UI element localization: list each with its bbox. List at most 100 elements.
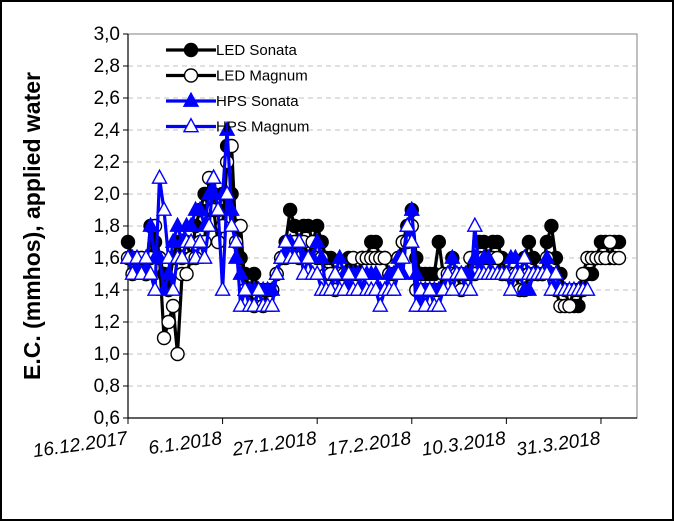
data-point-hps-magnum — [191, 232, 209, 248]
legend-label: HPS Magnum — [216, 119, 309, 136]
data-point-hps-magnum — [300, 248, 317, 264]
x-tick-label: 16.12.2017 — [32, 428, 131, 462]
data-point-hps-sonata — [367, 264, 384, 280]
y-tick-label: 2,8 — [94, 56, 120, 77]
data-point-hps-magnum — [268, 264, 285, 280]
data-point-hps-magnum — [502, 280, 520, 296]
data-point-hps-magnum — [579, 280, 596, 296]
data-point-hps-magnum — [444, 280, 461, 296]
x-tick-label: 17.2.2018 — [326, 428, 413, 461]
data-point-hps-sonata — [182, 216, 200, 232]
legend-entry-led-sonata: LED Sonata — [166, 42, 298, 59]
x-tick-label: 31.3.2018 — [515, 428, 602, 461]
data-point-hps-sonata — [480, 248, 497, 264]
data-point-hps-magnum — [516, 248, 533, 264]
series-hps-magnum — [119, 168, 596, 312]
data-point-hps-magnum — [205, 168, 222, 184]
series-layer — [119, 120, 627, 362]
data-point-hps-magnum — [200, 216, 218, 232]
data-point-led-sonata — [490, 234, 505, 250]
y-axis-label: E.C. (mmhos), applied water — [19, 72, 45, 380]
x-tick-label: 10.3.2018 — [420, 428, 507, 461]
data-point-led-sonata — [521, 234, 537, 250]
data-point-hps-magnum — [250, 280, 267, 296]
data-point-hps-magnum — [340, 264, 357, 280]
y-tick-label: 0,8 — [94, 376, 120, 397]
data-point-led-magnum — [377, 250, 392, 266]
data-point-hps-sonata — [218, 120, 236, 136]
y-tick-label: 2,6 — [94, 88, 120, 109]
legend-marker — [182, 117, 200, 133]
data-point-hps-magnum — [327, 264, 344, 280]
legend: LED Sonata LED Magnum HPS Sonata HPS Magnum — [166, 42, 309, 136]
data-point-hps-sonata — [520, 280, 538, 296]
data-point-hps-magnum — [142, 264, 159, 280]
data-point-led-magnum — [575, 266, 591, 282]
data-point-led-magnum — [611, 250, 627, 266]
y-tick-label: 1,0 — [94, 344, 120, 365]
data-point-hps-magnum — [151, 168, 168, 184]
data-point-led-sonata — [368, 234, 383, 250]
data-point-hps-magnum — [286, 248, 303, 264]
data-point-hps-sonata — [191, 200, 209, 216]
data-point-hps-sonata — [313, 248, 330, 264]
data-point-led-sonata — [431, 234, 447, 250]
data-point-hps-magnum — [218, 184, 236, 200]
data-point-hps-magnum — [394, 248, 411, 264]
data-point-led-magnum — [156, 330, 172, 346]
data-point-hps-sonata — [403, 200, 420, 216]
y-tick-label: 1,4 — [94, 280, 121, 301]
data-point-hps-sonata — [538, 248, 556, 264]
data-point-hps-magnum — [462, 280, 479, 296]
data-point-led-sonata — [309, 218, 325, 234]
y-tick-label: 1,6 — [94, 248, 120, 269]
data-point-hps-magnum — [430, 296, 447, 312]
data-point-led-sonata — [246, 266, 262, 282]
legend-label: LED Sonata — [216, 42, 298, 59]
data-point-hps-magnum — [155, 200, 173, 216]
legend-label: LED Magnum — [216, 68, 308, 85]
x-tick-label: 27.1.2018 — [230, 428, 318, 461]
data-point-hps-magnum — [372, 296, 389, 312]
data-point-hps-magnum — [146, 280, 164, 296]
data-point-hps-magnum — [236, 280, 254, 296]
data-point-led-magnum — [179, 266, 194, 282]
data-point-led-magnum — [562, 298, 577, 314]
legend-label: HPS Sonata — [216, 93, 299, 110]
data-point-hps-sonata — [309, 232, 326, 248]
data-point-hps-magnum — [421, 280, 438, 296]
data-point-hps-magnum — [137, 248, 155, 264]
y-tick-label: 3,0 — [94, 24, 120, 45]
legend-entry-hps-magnum: HPS Magnum — [166, 117, 309, 136]
data-point-led-sonata — [282, 202, 298, 218]
data-point-hps-magnum — [309, 264, 326, 280]
data-point-hps-magnum — [390, 264, 407, 280]
legend-entry-hps-sonata: HPS Sonata — [166, 91, 299, 110]
data-point-hps-sonata — [444, 248, 461, 264]
data-point-hps-magnum — [547, 264, 565, 280]
data-point-hps-magnum — [354, 264, 371, 280]
x-axis: 16.12.2017 6.1.2018 27.1.2018 17.2.2018 10.3… — [32, 417, 637, 462]
data-point-led-magnum — [602, 234, 618, 250]
y-tick-label: 1,8 — [94, 216, 120, 237]
legend-marker — [183, 68, 199, 83]
data-point-hps-magnum — [290, 232, 308, 248]
data-point-hps-magnum — [223, 216, 240, 232]
data-point-hps-sonata — [142, 216, 159, 232]
data-point-hps-magnum — [453, 264, 470, 280]
y-tick-label: 1,2 — [94, 312, 120, 333]
data-point-hps-magnum — [263, 296, 281, 312]
data-point-hps-magnum — [214, 280, 231, 296]
y-tick-label: 0,6 — [94, 408, 120, 429]
y-tick-label: 2,0 — [94, 184, 120, 205]
data-point-hps-magnum — [399, 216, 416, 232]
legend-marker — [183, 42, 199, 58]
data-point-hps-magnum — [173, 248, 191, 264]
data-point-hps-magnum — [466, 216, 484, 232]
data-point-hps-magnum — [403, 232, 420, 248]
y-axis: 0,6 0,8 1,0 1,2 1,4 1,6 1,8 2,0 2,2 2,4 2,6 2,8 3,0 — [94, 24, 129, 429]
data-point-led-sonata — [539, 234, 555, 250]
legend-marker — [182, 91, 200, 107]
data-point-led-magnum — [161, 314, 176, 330]
data-point-led-sonata — [544, 218, 559, 234]
